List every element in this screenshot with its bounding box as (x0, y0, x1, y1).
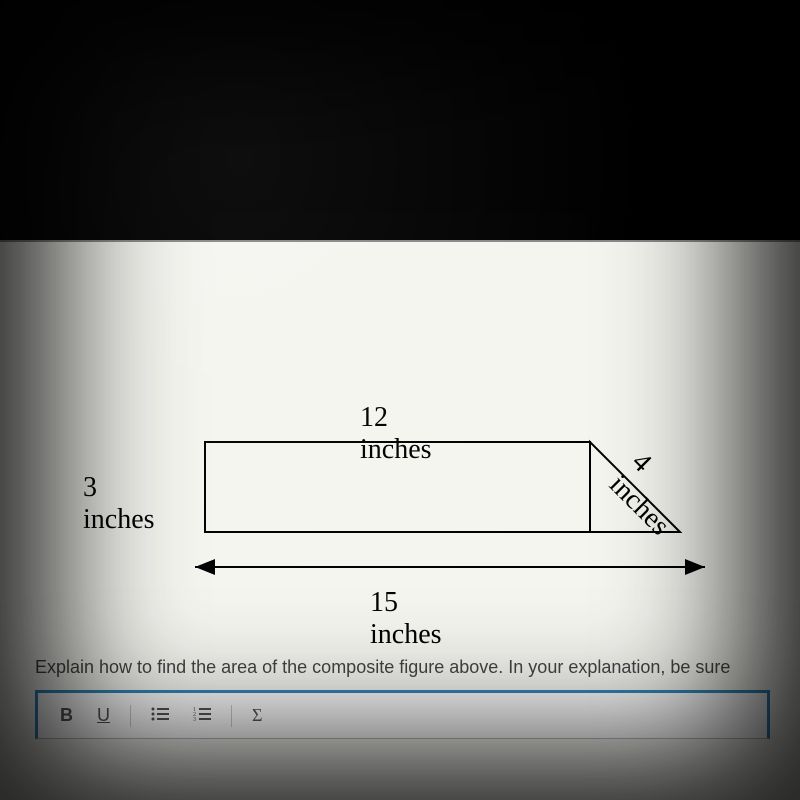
label-bottom: 15 inches (370, 587, 442, 651)
equation-button[interactable]: Σ (242, 701, 272, 730)
svg-text:3: 3 (193, 717, 196, 722)
worksheet-paper: 12 inches 3 inches 4 inches 15 inches Ex… (0, 240, 800, 800)
numbered-list-icon[interactable]: 1 2 3 (183, 702, 221, 729)
toolbar-separator (130, 705, 131, 727)
question-prompt: Explain how to find the area of the comp… (35, 657, 730, 678)
dimension-arrow-left (195, 559, 215, 575)
toolbar-separator (231, 705, 232, 727)
label-left: 3 inches (83, 472, 155, 536)
bold-button[interactable]: B (50, 701, 83, 730)
screenshot-photo: 12 inches 3 inches 4 inches 15 inches Ex… (0, 0, 800, 800)
dimension-arrow-right (685, 559, 705, 575)
rich-text-toolbar: B U 1 2 3 Σ (35, 690, 770, 739)
bullet-list-icon[interactable] (141, 702, 179, 729)
underline-button[interactable]: U (87, 701, 120, 730)
label-top: 12 inches (360, 402, 432, 466)
